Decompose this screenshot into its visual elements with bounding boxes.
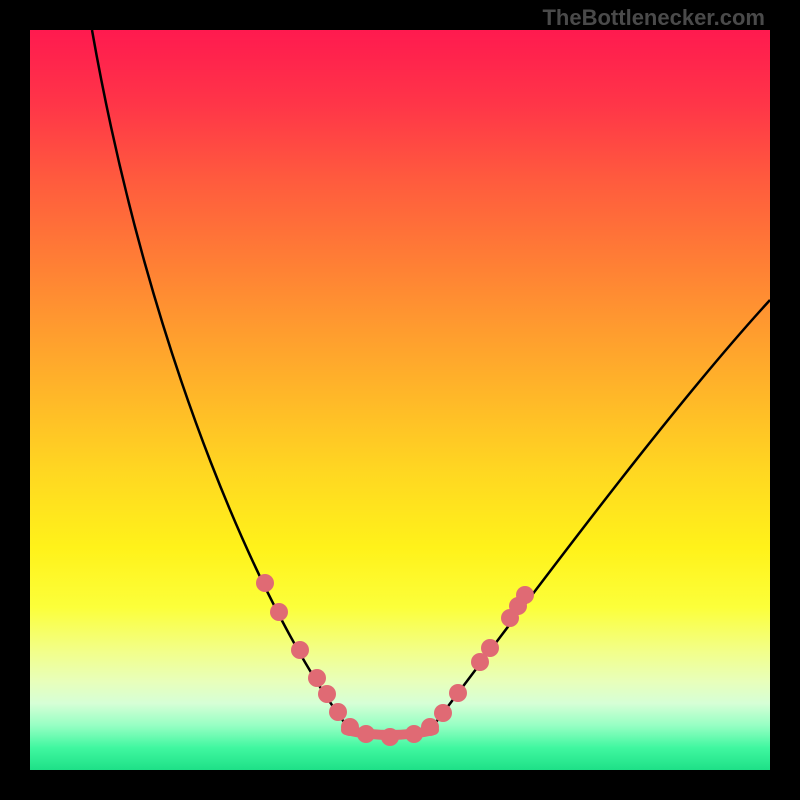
curve-marker: [291, 641, 309, 659]
curve-marker: [481, 639, 499, 657]
curve-marker: [434, 704, 452, 722]
chart-root: TheBottlenecker.com: [0, 0, 800, 800]
markers-layer: [30, 30, 770, 770]
curve-marker: [449, 684, 467, 702]
curve-marker: [357, 725, 375, 743]
curve-marker: [308, 669, 326, 687]
curve-marker: [329, 703, 347, 721]
curve-marker: [421, 718, 439, 736]
watermark-label: TheBottlenecker.com: [542, 5, 765, 31]
curve-marker: [318, 685, 336, 703]
curve-marker: [381, 728, 399, 746]
curve-marker: [256, 574, 274, 592]
curve-marker: [516, 586, 534, 604]
curve-marker: [270, 603, 288, 621]
plot-area: [30, 30, 770, 770]
